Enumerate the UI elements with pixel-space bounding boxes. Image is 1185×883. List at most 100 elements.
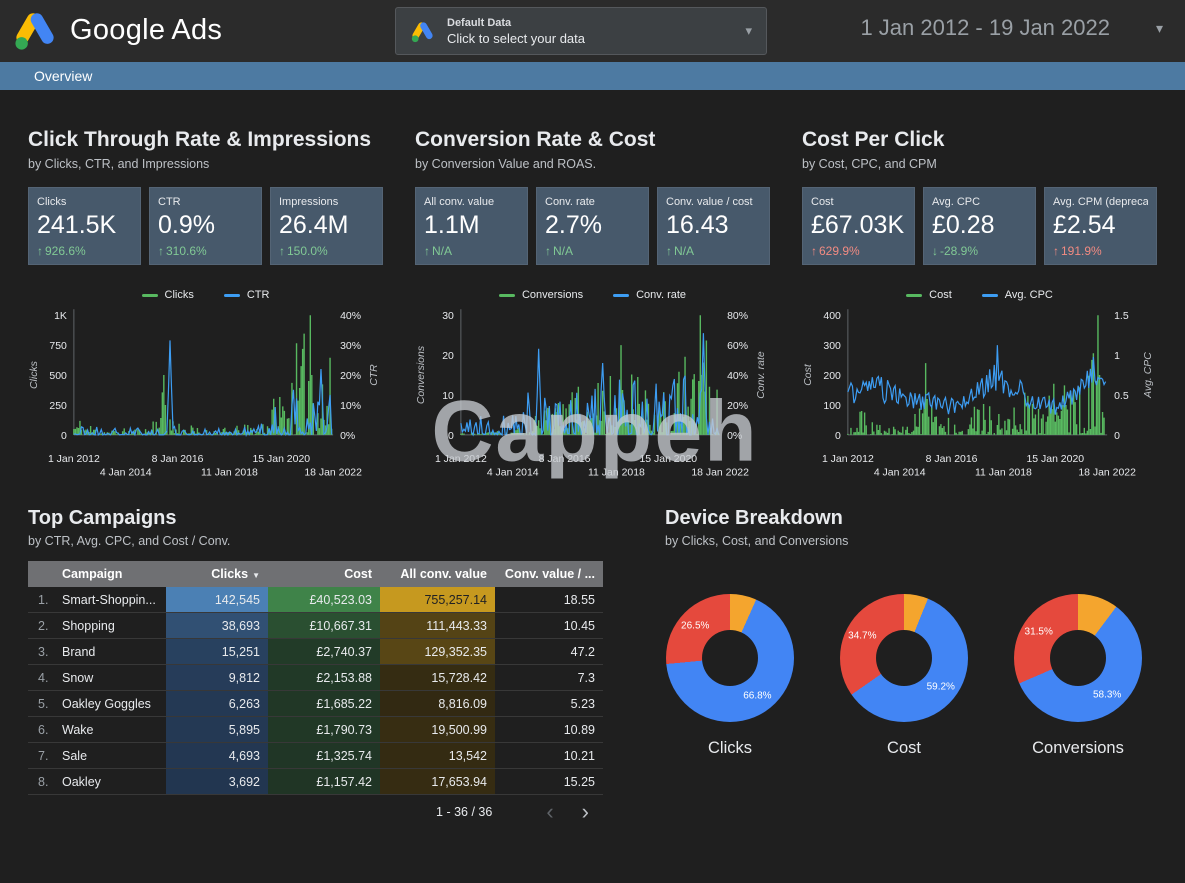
clicks-cell: 3,692 bbox=[166, 768, 268, 795]
section-title: Click Through Rate & Impressions bbox=[28, 128, 372, 151]
scorecard-delta: ↑ 150.0% bbox=[279, 244, 374, 258]
donut-ring[interactable]: 58.3% 31.5% bbox=[1014, 594, 1142, 722]
data-source-title: Default Data bbox=[447, 16, 512, 29]
donut-ring[interactable]: 59.2% 34.7% bbox=[840, 594, 968, 722]
axis-label: Cost bbox=[803, 363, 814, 386]
legend-swatch bbox=[498, 293, 515, 297]
donut-ring[interactable]: 66.8% 26.5% bbox=[666, 594, 794, 722]
cost-cell: £1,685.22 bbox=[268, 690, 380, 717]
column-header-cost[interactable]: Cost bbox=[268, 561, 380, 587]
scorecard-value: £2.54 bbox=[1053, 211, 1116, 239]
data-source-icon bbox=[411, 21, 433, 42]
cost-cell: £2,153.88 bbox=[268, 664, 380, 691]
table-row[interactable]: 3. Brand 15,251 £2,740.37 129,352.35 47.2 bbox=[28, 638, 603, 665]
donut-metric-label: Conversions bbox=[1032, 739, 1124, 757]
chart-block: Conversions Conv. rate 0 10 20 30 0% 20% 40% 60%… bbox=[415, 289, 770, 479]
axis-label: 18 Jan 2022 bbox=[1078, 468, 1136, 479]
conv-value-cell: 17,653.94 bbox=[380, 768, 495, 795]
axis-label: 1K bbox=[54, 311, 67, 322]
scorecard: Clicks 241.5K ↑ 926.6% bbox=[28, 187, 141, 265]
table-row[interactable]: 6. Wake 5,895 £1,790.73 19,500.99 10.89 bbox=[28, 716, 603, 743]
data-source-selector[interactable]: Default Data Click to select your data ▾ bbox=[395, 7, 767, 55]
table-row[interactable]: 4. Snow 9,812 £2,153.88 15,728.42 7.3 bbox=[28, 664, 603, 691]
scorecard-row: Clicks 241.5K ↑ 926.6% CTR 0.9% ↑ 310.6% Impress… bbox=[28, 187, 383, 265]
trend-arrow-icon: ↑ bbox=[1053, 244, 1059, 258]
chart-block: Cost Avg. CPC 0 100 200 300 400 0 0.5 1 1.5 Cost Av… bbox=[802, 289, 1157, 479]
section-title: Cost Per Click bbox=[802, 128, 945, 151]
row-rank: 5. bbox=[28, 690, 54, 717]
legend-label: Conversions bbox=[521, 289, 584, 301]
conv-ratio-cell: 5.23 bbox=[495, 690, 603, 717]
section-title: Conversion Rate & Cost bbox=[415, 128, 656, 151]
table-row[interactable]: 8. Oakley 3,692 £1,157.42 17,653.94 15.25 bbox=[28, 768, 603, 795]
scorecard-label: Conv. value / cost bbox=[666, 196, 753, 208]
conv-ratio-cell: 47.2 bbox=[495, 638, 603, 665]
table-row[interactable]: 7. Sale 4,693 £1,325.74 13,542 10.21 bbox=[28, 742, 603, 769]
table-row[interactable]: 5. Oakley Goggles 6,263 £1,685.22 8,816.09 5.… bbox=[28, 690, 603, 717]
chart-mount: 0 100 200 300 400 0 0.5 1 1.5 Cost Avg. CPC 1 Jan 2… bbox=[802, 303, 1157, 479]
device-breakdown-section: Device Breakdown by Clicks, Cost, and Co… bbox=[665, 507, 1157, 821]
scorecard-label: Conv. rate bbox=[545, 196, 595, 208]
section-subtitle: by Cost, CPC, and CPM bbox=[802, 157, 937, 171]
scorecard-row: Cost £67.03K ↑ 629.9% Avg. CPC £0.28 ↓ -28.9% Av… bbox=[802, 187, 1157, 265]
conv-value-cell: 8,816.09 bbox=[380, 690, 495, 717]
axis-label: 10% bbox=[340, 401, 361, 412]
table-title: Top Campaigns bbox=[28, 507, 177, 529]
scorecard-delta: ↓ -28.9% bbox=[932, 244, 1027, 258]
column-header-all-conv-value[interactable]: All conv. value bbox=[380, 561, 495, 587]
page-tab-bar: Overview bbox=[0, 62, 1185, 90]
next-page-icon[interactable]: › bbox=[581, 799, 589, 824]
legend-item[interactable]: Clicks bbox=[141, 289, 194, 301]
axis-label: Conversions bbox=[416, 345, 427, 404]
series-ctr bbox=[73, 340, 333, 438]
cost-cell: £1,790.73 bbox=[268, 716, 380, 743]
legend-item[interactable]: Conversions bbox=[498, 289, 584, 301]
section-subtitle: by Clicks, CTR, and Impressions bbox=[28, 157, 210, 171]
row-rank: 1. bbox=[28, 587, 54, 613]
axis-label: 0% bbox=[727, 431, 742, 442]
trend-arrow-icon: ↑ bbox=[424, 244, 430, 258]
scorecard-delta: ↑ 191.9% bbox=[1053, 244, 1148, 258]
axis-label: Clicks bbox=[29, 360, 40, 389]
axis-label: 15 Jan 2020 bbox=[1026, 454, 1084, 465]
legend-item[interactable]: Avg. CPC bbox=[981, 289, 1053, 301]
scorecard: Impressions 26.4M ↑ 150.0% bbox=[270, 187, 383, 265]
axis-label: 40% bbox=[727, 371, 748, 382]
legend-item[interactable]: CTR bbox=[223, 289, 269, 301]
campaign-table: Campaign Clicks ▼ Cost All conv. value Co… bbox=[28, 561, 603, 795]
column-header-clicks[interactable]: Clicks ▼ bbox=[166, 561, 268, 587]
table-header: Campaign Clicks ▼ Cost All conv. value Co… bbox=[28, 561, 603, 587]
scorecard: Conv. value / cost 16.43 ↑ N/A bbox=[657, 187, 770, 265]
column-header-conv-value-ratio[interactable]: Conv. value / ... bbox=[495, 561, 603, 587]
scorecard-label: Avg. CPC bbox=[932, 196, 981, 208]
axis-label: 30% bbox=[340, 341, 361, 352]
legend-item[interactable]: Conv. rate bbox=[613, 289, 686, 301]
scorecard-value: 2.7% bbox=[545, 211, 602, 239]
date-range-picker[interactable]: 1 Jan 2012 - 19 Jan 2022 ▾ bbox=[860, 15, 1163, 41]
table-row[interactable]: 2. Shopping 38,693 £10,667.31 111,443.33 10.4… bbox=[28, 612, 603, 639]
scorecard-value: £67.03K bbox=[811, 211, 905, 239]
delta-value: N/A bbox=[432, 244, 453, 258]
column-header-campaign[interactable]: Campaign bbox=[28, 561, 166, 587]
table-row[interactable]: 1. Smart-Shoppin... 142,545 £40,523.03 755,2… bbox=[28, 587, 603, 613]
axis-label: 0.5 bbox=[1114, 391, 1129, 402]
scorecard-label: Impressions bbox=[279, 196, 339, 208]
previous-page-icon[interactable]: ‹ bbox=[546, 799, 554, 824]
cost-cell: £1,157.42 bbox=[268, 768, 380, 795]
tab-overview[interactable]: Overview bbox=[34, 68, 93, 84]
donut-metric-label: Cost bbox=[887, 739, 921, 757]
legend-item[interactable]: Cost bbox=[906, 289, 952, 301]
scorecard-value: 241.5K bbox=[37, 211, 117, 239]
slice-percent-label: 31.5% bbox=[1024, 626, 1053, 638]
clicks-cell: 38,693 bbox=[166, 612, 268, 639]
axis-label: 0 bbox=[448, 431, 454, 442]
axis-label: 20 bbox=[442, 351, 454, 362]
conv-ratio-cell: 7.3 bbox=[495, 664, 603, 691]
scorecard-value: 26.4M bbox=[279, 211, 349, 239]
axis-label: 1 Jan 2012 bbox=[822, 454, 874, 465]
slice-percent-label: 26.5% bbox=[681, 620, 710, 632]
cost-cell: £10,667.31 bbox=[268, 612, 380, 639]
google-ads-logo-icon bbox=[15, 13, 54, 50]
axis-label: 15 Jan 2020 bbox=[252, 454, 310, 465]
chart-legend: Conversions Conv. rate bbox=[415, 289, 770, 301]
